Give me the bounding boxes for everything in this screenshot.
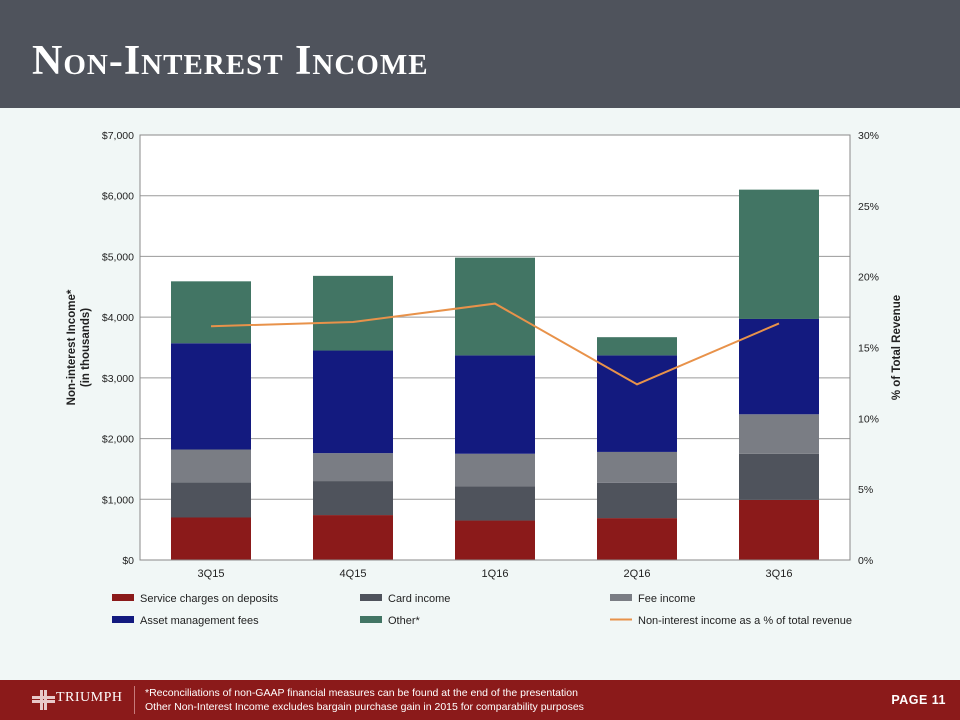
x-tick-label: 3Q15: [198, 568, 225, 580]
bar-segment: [455, 355, 535, 454]
line-series: [210, 302, 780, 386]
legend-label: Service charges on deposits: [140, 593, 279, 605]
legend-swatch: [112, 594, 134, 601]
bar-segment: [739, 414, 819, 454]
legend-label: Non-interest income as a % of total reve…: [638, 615, 852, 627]
y-tick-label: $2,000: [102, 434, 134, 446]
bar-segment: [597, 355, 677, 452]
bar-segment: [739, 499, 819, 560]
bar-segment: [313, 453, 393, 482]
bar-segment: [171, 517, 251, 560]
y-tick-label: $7,000: [102, 130, 134, 142]
y2-axis-title: % of Total Revenue: [891, 295, 903, 400]
line-non-interest-pct: [210, 302, 780, 386]
legend-label: Card income: [388, 593, 450, 605]
legend-label: Asset management fees: [140, 615, 259, 627]
bar-segment: [455, 453, 535, 487]
logo-text: TRIUMPH: [56, 690, 123, 705]
x-tick-label: 2Q16: [624, 568, 651, 580]
header-bar: Non-Interest Income: [0, 0, 960, 108]
y-tick-label: $4,000: [102, 312, 134, 324]
page-title: Non-Interest Income: [32, 38, 429, 84]
legend-swatch: [360, 594, 382, 601]
bar-series: [171, 189, 819, 560]
footnote-bargain-purchase: Other Non-Interest Income excludes barga…: [145, 701, 584, 713]
bar-segment: [313, 481, 393, 516]
plot-border: [139, 134, 851, 561]
bar-segment: [171, 482, 251, 518]
y-tick-label: $5,000: [102, 251, 134, 263]
bar-segment: [171, 343, 251, 450]
bar-segment: [739, 318, 819, 415]
y2-tick-label: 0%: [858, 555, 873, 567]
bar-segment: [313, 275, 393, 351]
y2-tick-label: 30%: [858, 130, 879, 142]
y-tick-label: $3,000: [102, 373, 134, 385]
y-tick-label: $6,000: [102, 191, 134, 203]
legend-swatch: [112, 616, 134, 623]
bar-segment: [597, 518, 677, 560]
legend: Service charges on deposits Card income Fe…: [112, 593, 852, 627]
page-number: PAGE 11: [891, 693, 946, 707]
bar-segment: [597, 337, 677, 356]
footnote-reconciliation: *Reconciliations of non-GAAP financial m…: [145, 687, 578, 699]
footer-divider: [134, 686, 135, 714]
legend-label: Other*: [388, 615, 421, 627]
y2-tick-label: 20%: [858, 272, 879, 284]
y2-tick-label: 25%: [858, 201, 879, 213]
x-tick-label: 3Q16: [766, 568, 793, 580]
bar-segment: [313, 350, 393, 454]
x-tick-label: 1Q16: [482, 568, 509, 580]
y-axis-title-line: (in thousands): [80, 308, 92, 387]
y-axis-title-line: Non-interest Income*: [66, 289, 78, 405]
bar-segment: [171, 449, 251, 483]
y2-tick-label: 5%: [858, 484, 873, 496]
axes: $0 $1,000 $2,000 $3,000 $4,000 $5,000 $6,000 $7…: [66, 130, 903, 580]
triumph-cross-logo-icon: [32, 690, 55, 710]
bar-segment: [597, 482, 677, 519]
legend-label: Fee income: [638, 593, 695, 605]
legend-swatch: [360, 616, 382, 623]
y2-tick-label: 10%: [858, 413, 879, 425]
x-tick-label: 4Q15: [340, 568, 367, 580]
bar-segment: [597, 451, 677, 483]
y2-tick-label: 15%: [858, 343, 879, 355]
legend-swatch: [610, 594, 632, 601]
footer-bar: TRIUMPH *Reconciliations of non-GAAP fin…: [0, 680, 960, 720]
bar-segment: [455, 520, 535, 560]
bar-segment: [739, 453, 819, 500]
y-tick-label: $1,000: [102, 494, 134, 506]
chart: $0 $1,000 $2,000 $3,000 $4,000 $5,000 $6,000 $7…: [66, 130, 903, 627]
bar-segment: [455, 486, 535, 521]
bar-segment: [739, 189, 819, 319]
bar-segment: [171, 281, 251, 344]
y-axis-title: Non-interest Income* (in thousands): [66, 289, 92, 405]
bar-segment: [313, 515, 393, 560]
y-tick-label: $0: [122, 555, 134, 567]
